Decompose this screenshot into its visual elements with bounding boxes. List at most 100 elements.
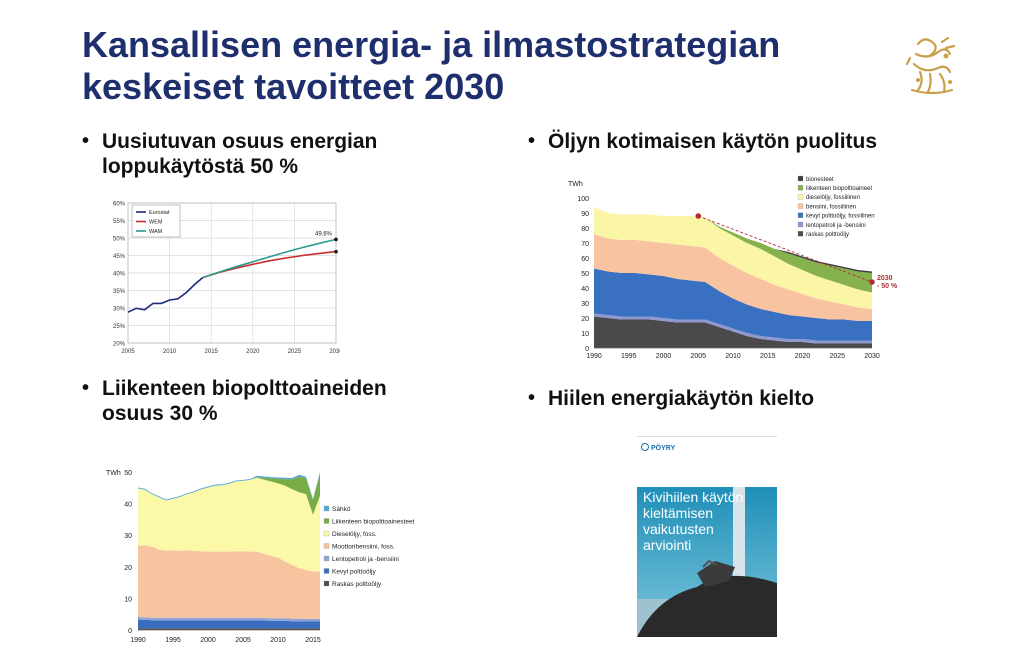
chart3-y-tick-label: 50 — [124, 470, 132, 477]
transport-fuels-chart: 0 10 20 30 40 50 1990 1995 2000 2005 2010 2015 TWh Sä… — [106, 470, 415, 644]
chart2-legend-swatch — [797, 175, 804, 182]
chart1-annotation: 49.6% — [315, 231, 333, 237]
chart2-x-tick-label: 2025 — [829, 353, 845, 360]
chart2-x-tick-label: 2015 — [760, 353, 776, 360]
chart2-legend-swatch — [797, 185, 804, 191]
chart2-y-tick-label: 0 — [585, 346, 589, 353]
chart1-y-tick-label: 55% — [113, 219, 126, 225]
chart3-area-lentopetroli-ja-bensiini — [138, 617, 320, 622]
chart1-x-tick-label: 2005 — [121, 349, 135, 355]
chart2-legend-swatch — [797, 212, 804, 218]
chart1-plot-frame — [127, 202, 337, 344]
bullet-oil-line1: Öljyn kotimaisen käytön puolitus — [548, 130, 878, 153]
chart2-area-bensiini-fossiilinen — [594, 234, 872, 321]
chart2-y-tick-label: 20 — [581, 316, 589, 323]
chart2-legend-swatch — [797, 203, 804, 209]
chart1-x-tick-label: 2015 — [205, 349, 219, 355]
chart3-legend-label: Liikenteen biopolttoainesteet — [332, 519, 415, 526]
cover-title-line: Kivihiilen käytön — [643, 489, 744, 505]
bullet-dot: • — [528, 130, 536, 152]
bullet-coal: • Hiilen energiakäytön kielto — [528, 386, 815, 411]
cover-title-line: vaikutusten — [643, 521, 714, 537]
cover-brand: PÖYRY — [641, 443, 675, 452]
chart2-annotation: - 50 % — [877, 283, 898, 290]
slide-title-line2: keskeiset tavoitteet 2030 — [82, 66, 505, 107]
chart2-y-tick-label: 30 — [581, 301, 589, 308]
chart3-legend-label: Kevyt polttoöljy — [332, 569, 376, 576]
chart2-y-tick-label: 80 — [581, 226, 589, 233]
chart3-y-tick-label: 10 — [124, 596, 132, 603]
chart3-legend-swatch — [323, 555, 330, 562]
chart3-area-raskas-polttoöljy — [138, 628, 320, 630]
cover-brand-icon — [641, 443, 649, 451]
bullet-oil: • Öljyn kotimaisen käytön puolitus — [528, 129, 878, 154]
bullet-biofuels-line2: osuus 30 % — [102, 402, 218, 425]
chart2-area-liikenteen-biopolttoaineet — [594, 207, 872, 293]
chart2-annotation: 2030 — [877, 275, 893, 282]
bullet-dot: • — [82, 377, 90, 399]
chart1-legend-label: Eurostat — [149, 210, 170, 216]
chart3-legend-swatch — [323, 580, 330, 587]
bullet-coal-line1: Hiilen energiakäytön kielto — [548, 387, 815, 410]
chart2-legend-label: dieselöljy, fossiilinen — [806, 195, 860, 201]
chart3-x-tick-label: 2010 — [270, 637, 286, 644]
bullet-dot: • — [82, 130, 90, 152]
chart1-y-tick-label: 25% — [113, 324, 126, 330]
chart2-y-tick-label: 10 — [581, 331, 589, 338]
chart2-x-tick-label: 2020 — [795, 353, 811, 360]
chart1-legend-label: WEM — [149, 220, 163, 226]
chart2-x-tick-label: 1990 — [586, 353, 602, 360]
bullet-biofuels-line1: Liikenteen biopolttoaineiden — [102, 377, 387, 400]
chart2-area-raskas-polttoöljy — [594, 316, 872, 348]
chart1-x-tick-label: 2025 — [288, 349, 302, 355]
chart3-y-axis-label: TWh — [106, 470, 121, 477]
bullet-biofuels: • Liikenteen biopolttoaineiden osuus 30 … — [82, 376, 387, 426]
cover-photo — [637, 487, 777, 637]
bullet-renewable-line2: loppukäytöstä 50 % — [102, 155, 299, 178]
chart3-legend-label: Lentopetroli ja -bensiini — [332, 556, 399, 563]
chart3-legend-swatch — [323, 543, 330, 549]
lion-crest-icon — [906, 36, 956, 95]
chart3-area-liikenteen-biopolttoainesteet — [138, 473, 320, 515]
chart2-legend-label: liikenteen biopolttoaineet — [806, 186, 872, 192]
slide-title-line1: Kansallisen energia- ja ilmastostrategia… — [82, 24, 781, 65]
chart2-legend-label: kevyt polttoöljy, fossiilinen — [806, 214, 875, 220]
chart2-x-tick-label: 2030 — [864, 353, 880, 360]
chart3-legend-swatch — [323, 568, 330, 574]
chart2-legend-swatch — [797, 231, 804, 237]
chart1-series-wam — [202, 238, 337, 279]
chart3-y-tick-label: 0 — [128, 628, 132, 635]
cover-title-line: kieltämisen — [643, 505, 714, 521]
chart3-area-moottoribensiini-foss- — [138, 545, 320, 619]
chart2-y-tick-label: 40 — [581, 286, 589, 293]
chart3-x-tick-label: 2015 — [305, 637, 321, 644]
chart2-legend-swatch — [797, 194, 804, 200]
bullet-dot: • — [528, 387, 536, 409]
chart2-x-tick-label: 2010 — [725, 353, 741, 360]
chart1-y-tick-label: 40% — [113, 272, 126, 278]
chart2-target-line — [698, 215, 873, 283]
chart2-legend-label: bionesteet — [806, 177, 834, 183]
chart2-x-tick-label: 2000 — [656, 353, 672, 360]
chart3-x-tick-label: 2000 — [200, 637, 216, 644]
chart3-legend-label: Moottoribensiini, foss. — [332, 544, 395, 551]
chart3-area-kevyt-polttoöljy — [138, 619, 320, 629]
chart2-target-start-marker — [695, 213, 702, 219]
renewable-share-chart: 20% 25% 30% 35% 40% 45% 50% 55% 60% 2005 2010 2015 2… — [104, 193, 340, 361]
chart2-y-tick-label: 90 — [581, 211, 589, 218]
chart1-y-tick-label: 45% — [113, 254, 126, 260]
chart1-y-tick-label: 50% — [113, 237, 126, 243]
chart1-endpoint — [334, 249, 338, 254]
bullet-renewable: • Uusiutuvan osuus energian loppukäytöst… — [82, 129, 378, 179]
chart1-y-tick-label: 60% — [113, 202, 126, 208]
chart3-legend-swatch — [323, 530, 330, 537]
chart3-x-tick-label: 2005 — [235, 637, 251, 644]
cover-title: Kivihiilen käytön kieltämisen vaikutuste… — [643, 489, 743, 553]
chart3-legend-label: Sähkö — [332, 506, 351, 513]
chart1-y-tick-label: 20% — [113, 342, 126, 348]
chart2-legend-label: lentopetroli ja -bensiini — [806, 223, 866, 229]
chart1-y-tick-label: 30% — [113, 307, 126, 313]
chart2-area-dieselöljy-fossiilinen — [594, 207, 872, 309]
bullet-renewable-line1: Uusiutuvan osuus energian — [102, 130, 378, 153]
